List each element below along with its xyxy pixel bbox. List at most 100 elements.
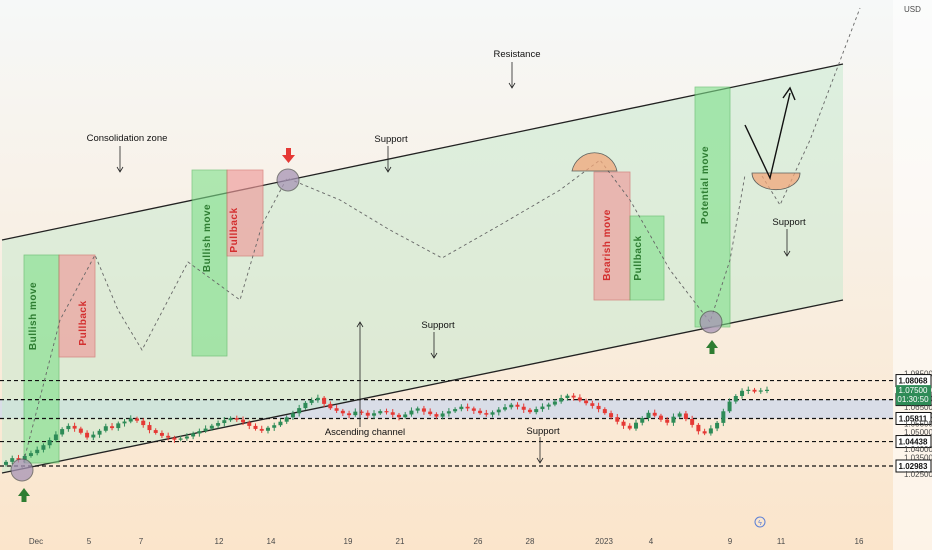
candle-body [378,411,383,414]
candles [4,386,769,467]
candle-body [147,425,152,431]
zone-label-4: Bearish move [602,209,613,281]
zone-5 [629,215,665,301]
bottom-semicircle [751,172,801,191]
annotation-arrowhead-0 [508,82,516,89]
move-zones: Bullish move Pullback Bullish move Pullback… [23,86,731,464]
candle-body [634,422,639,429]
candle-body [665,419,670,423]
candle-body [534,409,539,413]
candle-body [527,409,532,413]
annotation-arrowhead-2 [384,166,392,173]
zone-label-5: Pullback [633,235,644,280]
candle-body [228,418,233,421]
projection-arrowhead [782,86,796,101]
ytick-1.05500: 1.05500 [904,420,932,429]
candle-body [596,405,601,410]
candle-body [577,397,582,401]
lightning-icon [754,516,766,528]
candle-body [134,418,139,421]
candle-body [122,421,127,424]
annotation-4: Support [421,320,455,331]
candle-body [565,395,570,399]
zone-label-0: Bullish move [28,282,39,350]
up-arrow-1 [18,488,30,496]
zone-label-6: Potential move [700,146,711,224]
zone-label-3: Pullback [229,207,240,252]
annotation-1: Consolidation zone [87,133,168,144]
zone-4 [593,171,631,301]
xtick-12: 11 [777,537,786,546]
xtick-5: 19 [344,537,353,546]
candle-body [328,403,333,409]
candle-body [384,411,389,413]
candle-body [297,408,302,414]
candle-body [128,418,133,422]
level-label-box [895,411,932,425]
annotation-5: Support [526,426,560,437]
zone-6 [694,86,731,328]
candle-body [10,458,15,462]
level-label-1.08068: 1.08068 [899,377,928,386]
annotation-3: Support [772,217,806,228]
candle-body [85,432,90,438]
ytick-1.02500: 1.02500 [904,470,932,479]
annotation-arrowhead-4 [430,352,438,359]
zone-label-2: Bullish move [202,204,213,272]
candle-body [72,425,77,429]
candle-body [265,427,270,431]
candle-body [602,409,607,414]
zone-label-1: Pullback [78,300,89,345]
candle-body [428,411,433,415]
projection-arrow [744,92,791,181]
candle-body [166,435,171,438]
candle-body [515,404,520,407]
candle-body [322,397,327,404]
channel-fill [2,64,843,473]
candle-body [66,425,71,430]
xtick-2: 7 [139,537,144,546]
candle-body [16,458,21,460]
xtick-1: 5 [87,537,92,546]
candle-body [203,428,208,432]
candle-body [702,431,707,434]
candle-body [484,413,489,415]
candle-body [278,421,283,426]
candle-body [690,419,695,425]
candle-body [409,410,414,415]
candle-body [415,408,420,411]
candle-body [253,425,258,429]
candle-body [47,440,52,446]
candle-body [191,433,196,437]
time-axis: Dec 5 7 12 14 19 21 26 28 2023 4 9 11 16 ϟ [29,516,864,546]
annotation-arrowhead-3 [783,250,791,257]
candle-body [509,404,514,408]
pivot-low-2 [699,310,723,334]
candle-body [733,395,738,402]
xtick-10: 4 [649,537,654,546]
zone-2 [191,169,228,357]
ytick-1.05000: 1.05000 [904,428,932,437]
candle-body [465,406,470,409]
candle-body [740,390,745,396]
candle-body [153,430,158,433]
price-axis: USD1.085001.080681.075001.070001.069361.… [893,0,932,550]
candle-body [746,389,751,391]
candle-body [110,426,115,429]
candle-body [727,401,732,412]
candle-body [546,404,551,407]
xtick-9: 2023 [595,537,613,546]
candle-body [216,423,221,426]
zone-3 [226,169,264,257]
annotation-arrowhead-1 [116,166,124,173]
annotation-arrowhead-6 [356,321,364,328]
candle-body [315,397,320,401]
candle-body [353,411,358,416]
level-label-1.05811: 1.05811 [899,414,928,423]
top-semicircle [571,152,618,172]
xtick-11: 9 [728,537,733,546]
candle-body [453,409,458,412]
xtick-4: 14 [267,537,276,546]
candle-body [584,400,589,404]
